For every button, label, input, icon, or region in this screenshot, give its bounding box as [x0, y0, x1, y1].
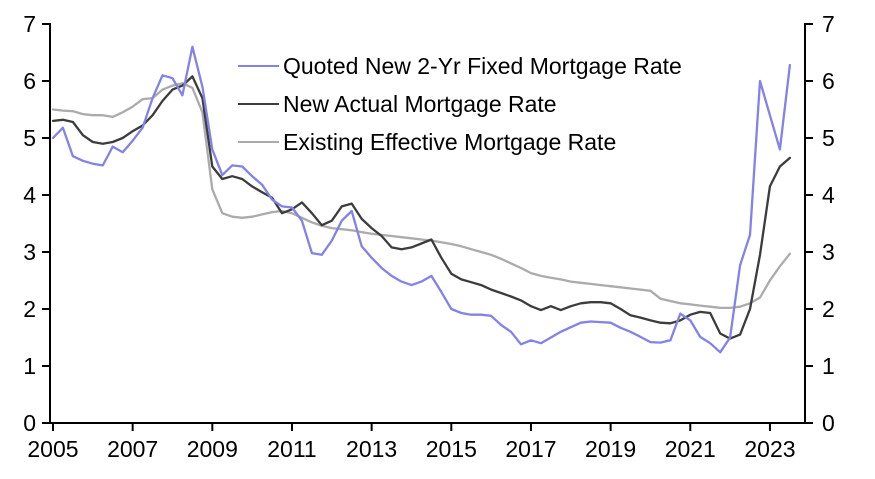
bottom-axis-tick-label: 2023 [744, 436, 795, 462]
left-axis-tick-label: 0 [23, 410, 36, 436]
legend-item-existing-effective-rate: Existing Effective Mortgage Rate [238, 123, 682, 161]
right-axis-tick-label: 6 [822, 68, 835, 94]
legend: Quoted New 2-Yr Fixed Mortgage Rate New … [238, 47, 682, 161]
axis-tick-labels: 0 0 1 1 2 2 3 3 4 4 5 5 6 6 7 7 2005 2007 2009 2011 2013 2015… [23, 11, 835, 462]
bottom-axis-tick-label: 2015 [426, 436, 477, 462]
legend-item-quoted-rate: Quoted New 2-Yr Fixed Mortgage Rate [238, 47, 682, 85]
legend-label-new-actual-rate: New Actual Mortgage Rate [283, 90, 557, 117]
right-axis-tick-label: 5 [822, 125, 835, 151]
left-axis-tick-label: 7 [23, 11, 36, 37]
bottom-axis-tick-label: 2021 [665, 436, 716, 462]
right-axis-tick-label: 7 [822, 11, 835, 37]
bottom-axis-tick-label: 2017 [505, 436, 556, 462]
right-axis-tick-label: 1 [822, 353, 835, 379]
right-axis-tick-label: 3 [822, 239, 835, 265]
bottom-axis-tick-label: 2009 [187, 436, 238, 462]
left-axis-tick-label: 1 [23, 353, 36, 379]
bottom-axis-tick-label: 2011 [267, 436, 316, 462]
legend-item-new-actual-rate: New Actual Mortgage Rate [238, 85, 682, 123]
bottom-axis-tick-label: 2005 [27, 436, 78, 462]
series-line-0 [51, 45, 792, 354]
left-axis-tick-label: 4 [23, 182, 36, 208]
left-axis-tick-label: 6 [23, 68, 36, 94]
legend-swatch-new-actual-rate [238, 103, 279, 105]
right-axis-tick-label: 0 [822, 410, 835, 436]
right-axis-tick-label: 4 [822, 182, 835, 208]
series-line-1 [51, 75, 792, 340]
axes [42, 23, 813, 431]
legend-label-existing-effective-rate: Existing Effective Mortgage Rate [283, 128, 617, 155]
left-axis-tick-label: 2 [23, 296, 36, 322]
legend-swatch-quoted-rate [238, 65, 279, 67]
left-axis-tick-label: 5 [23, 125, 36, 151]
left-axis-tick-label: 3 [23, 239, 36, 265]
data-series [51, 45, 792, 354]
bottom-axis-tick-label: 2013 [346, 436, 397, 462]
bottom-axis-tick-label: 2007 [107, 436, 158, 462]
bottom-axis-tick-label: 2019 [585, 436, 636, 462]
right-axis-tick-label: 2 [822, 296, 835, 322]
legend-label-quoted-rate: Quoted New 2-Yr Fixed Mortgage Rate [283, 52, 682, 79]
legend-swatch-existing-effective-rate [238, 141, 279, 143]
